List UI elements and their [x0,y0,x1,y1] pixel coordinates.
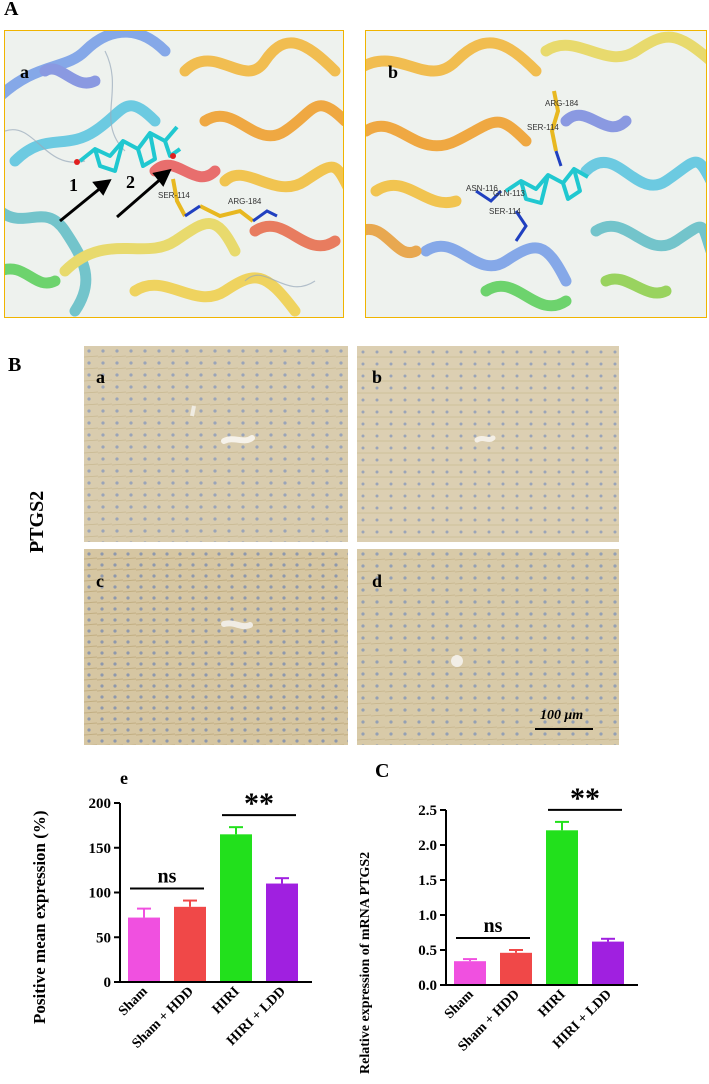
panel-a-label: A [4,0,19,20]
x-tick-label: Sham [116,984,151,1019]
bar [500,952,532,985]
histology-b-label: b [372,367,383,387]
bar [546,830,578,985]
significance-label: ** [570,782,600,815]
significance-label: ns [484,915,503,937]
residue-label: ARG-184 [228,197,262,206]
y-tick-label: 50 [96,930,111,946]
significance-label: ns [158,866,177,888]
docking-b-label: b [388,62,399,82]
bar [592,941,624,985]
arrow-2-label: 2 [126,172,135,192]
y-tick-label: 200 [89,796,112,812]
y-tick-label: 1.5 [418,873,437,889]
scale-bar [535,728,593,730]
chart-e-label: e [120,768,128,788]
y-tick-label: 1.0 [418,908,437,924]
y-tick-label: 100 [89,886,112,902]
y-tick-label: 0 [104,975,112,991]
histology-image-d [357,549,619,745]
scale-bar-label: 100 μm [540,708,584,723]
residue-label: SER-114 [489,207,521,216]
histology-texture-a [84,346,348,542]
docking-render-a [5,31,343,317]
y-tick-label: 2.5 [418,803,437,819]
histology-image-c [84,549,348,745]
docking-image-a [4,30,344,318]
residue-label: ARG-184 [545,99,579,108]
residue-label: SER-114 [158,191,190,200]
histology-image-a [84,346,348,542]
bar [128,917,160,982]
histology-texture-d [357,549,619,745]
significance-label: ** [244,787,274,820]
y-tick-label: 0.0 [418,978,437,994]
bar [266,883,298,982]
histology-d-label: d [372,571,383,591]
panel-c-label: C [375,760,390,782]
bar [220,834,252,982]
chart-c-ylabel: Relative expression of mRNA PTGS2 [358,851,373,1074]
docking-render-b [366,31,706,317]
histology-texture-c [84,549,348,745]
bar [454,961,486,985]
ptgs2-row-label: PTGS2 [26,490,48,553]
histology-image-b [357,346,619,542]
y-tick-label: 0.5 [418,943,437,959]
y-tick-label: 2.0 [418,838,437,854]
arrow-1-label: 1 [69,175,78,195]
x-tick-label: HIRI [536,987,569,1020]
residue-label: SER-114 [527,123,559,132]
residue-label: GLN-113 [493,189,525,198]
docking-a-label: a [20,62,29,82]
histology-texture-b [357,346,619,542]
panel-b-label: B [8,354,22,376]
histology-c-label: c [96,571,104,591]
chart-e-ylabel: Positive mean expression (%) [30,810,49,1024]
bar [174,906,206,982]
x-tick-label: Sham [442,987,477,1022]
x-tick-label: HIRI [210,984,243,1017]
y-tick-label: 150 [89,841,112,857]
docking-image-b [365,30,707,318]
residue-label: ASN-116 [466,184,498,193]
histology-a-label: a [96,367,105,387]
